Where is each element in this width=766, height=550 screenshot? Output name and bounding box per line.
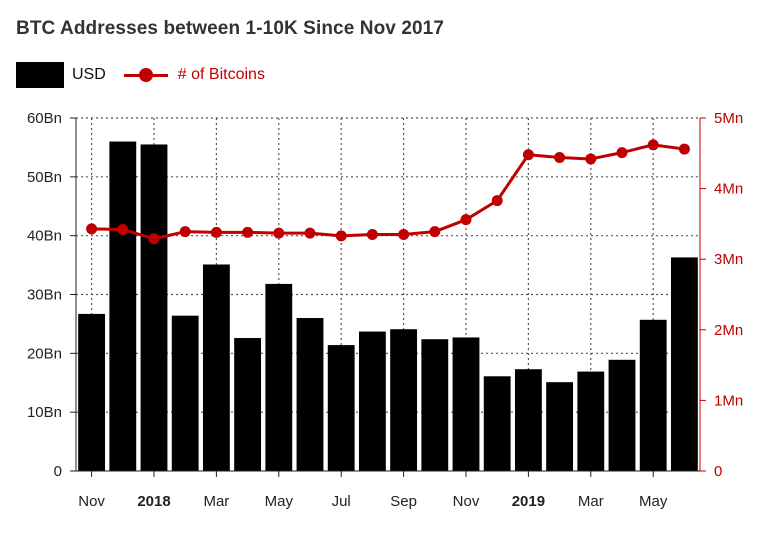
bar-usd <box>483 376 511 471</box>
bitcoins-point <box>554 152 566 164</box>
legend-label-usd: USD <box>72 66 106 83</box>
bitcoins-point <box>647 139 659 151</box>
x-tick-label: 2019 <box>512 493 545 510</box>
bitcoins-point <box>491 195 503 207</box>
bar-usd <box>608 359 636 471</box>
bar-usd <box>514 369 542 471</box>
bar-usd <box>639 319 667 471</box>
bar-usd <box>78 313 106 471</box>
y-left-tick-label: 0 <box>54 463 62 480</box>
bitcoins-point <box>86 223 98 235</box>
bar-usd <box>140 144 168 471</box>
y-right-tick-label: 2Mn <box>714 322 743 339</box>
x-tick-label: Nov <box>78 493 105 510</box>
chart-grid <box>76 117 700 471</box>
bitcoins-point <box>616 147 628 159</box>
bar-usd <box>390 329 418 471</box>
y-left-tick-label: 60Bn <box>27 110 62 127</box>
bitcoins-point <box>366 228 378 240</box>
bar-series-usd <box>78 141 698 472</box>
bar-usd <box>670 257 698 471</box>
bar-usd <box>327 345 355 471</box>
bar-usd <box>296 318 324 471</box>
chart-legend: USD # of Bitcoins <box>16 62 265 88</box>
y-right-tick-label: 0 <box>714 463 722 480</box>
bitcoins-point <box>460 214 472 226</box>
y-right-tick-label: 1Mn <box>714 392 743 409</box>
bitcoins-point <box>210 226 222 238</box>
bitcoins-point <box>179 226 191 238</box>
bar-usd <box>421 339 449 471</box>
bitcoins-point <box>335 230 347 242</box>
chart-tick-labels: 0 10Bn 20Bn 30Bn 40Bn 50Bn 60Bn 0 1Mn 2Mn 3Mn 4Mn 5M… <box>27 110 743 510</box>
x-tick-label: 2018 <box>137 493 170 510</box>
x-tick-label: Mar <box>578 493 604 510</box>
bitcoins-point <box>429 226 441 238</box>
bitcoins-point <box>148 233 160 245</box>
bar-usd <box>452 337 480 471</box>
bitcoins-point <box>522 149 534 161</box>
bitcoins-point <box>117 224 129 236</box>
legend-bar-swatch <box>16 62 64 88</box>
legend-label-bitcoins: # of Bitcoins <box>177 66 265 83</box>
y-right-tick-label: 4Mn <box>714 181 743 198</box>
x-tick-label: Nov <box>453 493 480 510</box>
bitcoins-point <box>678 143 690 155</box>
y-right-tick-label: 5Mn <box>714 110 743 127</box>
x-tick-label: Sep <box>390 493 417 510</box>
chart-axes <box>70 117 706 477</box>
bitcoins-point <box>585 153 597 165</box>
line-series-bitcoins <box>86 139 690 245</box>
bitcoins-point <box>242 226 254 238</box>
y-left-tick-label: 20Bn <box>27 345 62 362</box>
bar-usd <box>577 371 605 471</box>
bar-usd <box>202 264 230 471</box>
chart-title: BTC Addresses between 1-10K Since Nov 20… <box>16 18 444 39</box>
x-tick-label: Jul <box>332 493 351 510</box>
bar-usd <box>234 338 262 471</box>
bar-usd <box>358 331 386 471</box>
y-right-tick-label: 3Mn <box>714 251 743 268</box>
bitcoins-point <box>398 228 410 240</box>
y-left-tick-label: 30Bn <box>27 287 62 304</box>
bar-usd <box>265 283 293 471</box>
x-tick-label: May <box>639 493 668 510</box>
bar-usd <box>171 315 199 471</box>
legend-line-swatch <box>123 62 168 88</box>
x-tick-label: May <box>265 493 294 510</box>
y-left-tick-label: 50Bn <box>27 169 62 186</box>
bar-usd <box>109 141 137 472</box>
y-left-tick-label: 10Bn <box>27 404 62 421</box>
x-tick-label: Mar <box>203 493 229 510</box>
bitcoins-point <box>273 227 285 239</box>
bar-usd <box>546 382 574 471</box>
y-left-tick-label: 40Bn <box>27 228 62 245</box>
bitcoins-point <box>304 227 316 239</box>
